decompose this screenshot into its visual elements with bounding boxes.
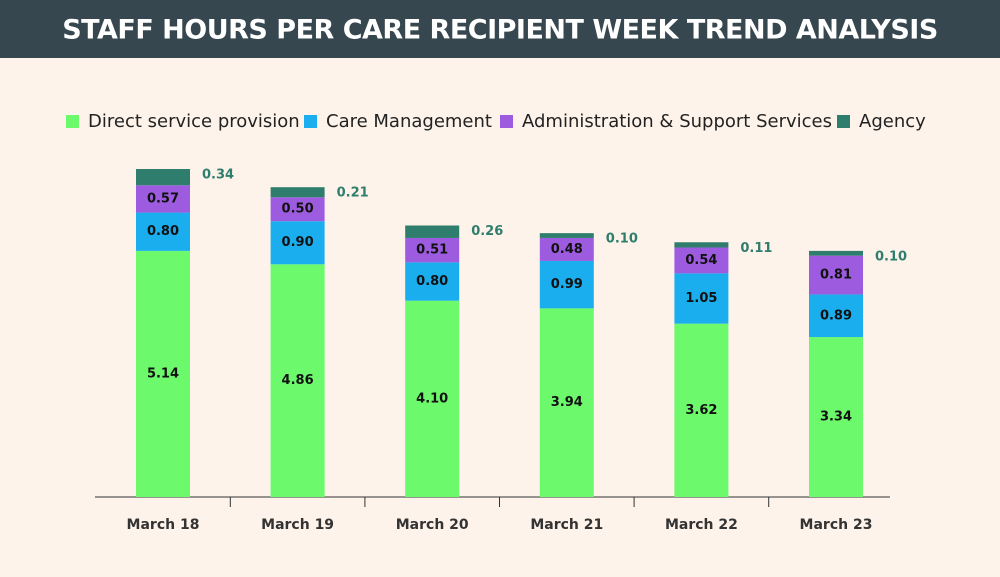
value-label: 3.34 <box>820 410 852 425</box>
value-label: 0.99 <box>551 277 583 292</box>
bar-segment <box>809 250 863 256</box>
legend-swatch <box>304 115 317 128</box>
x-tick-label: March 23 <box>800 517 873 533</box>
bar-segment <box>270 221 325 265</box>
x-tick-label: March 21 <box>530 517 603 533</box>
bar-segment <box>136 250 190 497</box>
value-label: 0.34 <box>202 168 234 183</box>
bar-segment <box>270 197 325 222</box>
value-label: 0.51 <box>416 243 448 258</box>
x-tick-label: March 19 <box>261 517 334 533</box>
bar-segment <box>809 294 863 338</box>
value-label: 4.86 <box>282 373 314 388</box>
bar-segment <box>674 247 729 274</box>
x-tick-label: March 22 <box>665 517 738 533</box>
legend-swatch <box>500 115 513 128</box>
value-label: 1.05 <box>685 291 717 306</box>
bar-segment <box>136 169 190 186</box>
value-label: 3.62 <box>685 403 717 418</box>
bar-segment <box>136 212 190 251</box>
bar-segment <box>270 187 325 198</box>
value-label: 0.89 <box>820 308 852 323</box>
bar-segment <box>809 255 863 295</box>
value-label: 0.90 <box>282 235 314 250</box>
value-label: 0.57 <box>147 191 179 206</box>
bar-segment <box>539 233 594 238</box>
value-label: 0.48 <box>551 242 583 257</box>
chart-title: STAFF HOURS PER CARE RECIPIENT WEEK TREN… <box>62 15 938 46</box>
value-label: 0.80 <box>416 274 448 289</box>
value-label: 4.10 <box>416 391 448 406</box>
x-tick-label: March 18 <box>127 517 200 533</box>
bar-segment <box>405 225 460 238</box>
bar-segment <box>674 323 729 497</box>
bar-segment <box>405 300 460 497</box>
value-label: 0.54 <box>685 253 717 268</box>
value-label: 0.50 <box>282 202 314 217</box>
legend-label: Direct service provision <box>88 111 300 132</box>
value-label: 0.21 <box>337 186 369 201</box>
value-label: 3.94 <box>551 395 583 410</box>
bar-segment <box>809 337 863 497</box>
x-tick-label: March 20 <box>396 517 469 533</box>
value-label: 0.10 <box>606 232 638 247</box>
legend-swatch <box>66 115 79 128</box>
value-label: 0.26 <box>471 224 503 239</box>
value-label: 0.80 <box>147 224 179 239</box>
bar-segment <box>405 237 460 263</box>
bar-segment <box>674 242 729 248</box>
legend-label: Care Management <box>326 111 492 132</box>
bar-segment <box>539 308 594 497</box>
legend-label: Agency <box>859 111 926 132</box>
title-bar <box>0 0 1000 58</box>
bar-segment <box>270 264 325 497</box>
bar-segment <box>539 237 594 261</box>
value-label: 0.10 <box>875 249 907 264</box>
value-label: 5.14 <box>147 366 179 381</box>
bar-segment <box>405 262 460 301</box>
legend-swatch <box>837 115 850 128</box>
bar-segment <box>674 273 729 324</box>
legend-label: Administration & Support Services <box>522 111 832 132</box>
value-label: 0.11 <box>740 241 772 256</box>
bar-segment <box>136 185 190 213</box>
value-label: 0.81 <box>820 268 852 283</box>
bar-segment <box>539 260 594 309</box>
